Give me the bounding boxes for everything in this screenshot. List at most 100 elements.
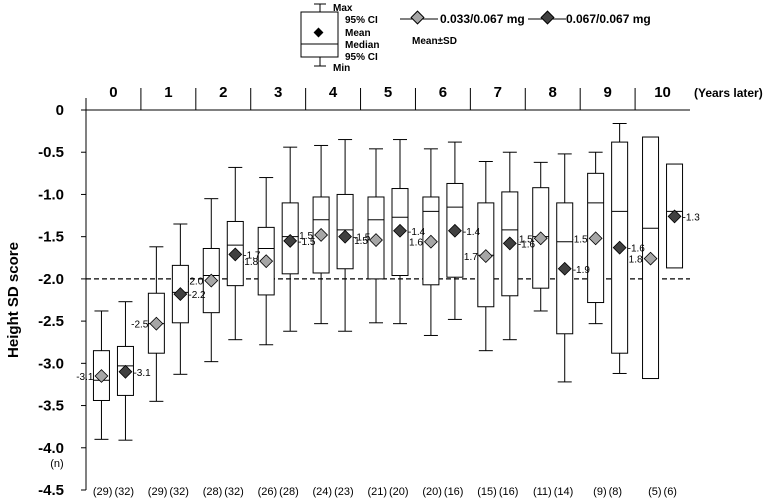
mean-marker <box>228 247 243 262</box>
mean-marker <box>259 254 274 269</box>
mean-marker <box>314 228 329 242</box>
mean-marker <box>612 240 627 255</box>
mean-value-label: -1.5 <box>353 233 371 244</box>
mean-value-label: -2.0 <box>186 277 204 288</box>
mean-marker <box>588 231 603 246</box>
x-tick-label: 7 <box>494 84 502 101</box>
y-tick-label: -3.5 <box>38 398 64 415</box>
mean-marker <box>533 231 548 246</box>
x-tick-label: 5 <box>384 84 392 101</box>
mean-value-label: -1.8 <box>625 255 643 266</box>
legend-marker-series-a <box>410 10 425 25</box>
y-tick-label: -1.5 <box>38 229 64 246</box>
n-label-series-a: (29) <box>148 486 168 498</box>
mean-value-label: -1.5 <box>296 231 314 242</box>
mean-value-label: -3.1 <box>76 372 94 383</box>
mean-value-label: -1.5 <box>351 236 369 247</box>
n-label-series-a: (15) <box>477 486 497 498</box>
n-label-series-b: (32) <box>224 486 244 498</box>
mean-marker <box>502 236 517 251</box>
n-label-series-b: (16) <box>444 486 464 498</box>
x-tick-label: 3 <box>274 84 282 101</box>
mean-marker <box>447 223 462 238</box>
n-label-series-a: (20) <box>422 486 442 498</box>
x-tick-label: 0 <box>109 84 117 101</box>
series-a: -3.1-2.5-2.0-1.8-1.5 -1.5 -1.6-1.7-1.5 -1.5… <box>76 136 660 440</box>
n-label-series-a: (5) <box>648 486 661 498</box>
mean-marker <box>173 287 188 302</box>
mean-marker <box>423 234 438 249</box>
x-unit-label: (Years later) <box>694 86 763 100</box>
mean-marker <box>338 229 353 244</box>
mean-value-label: -2.2 <box>188 290 206 301</box>
legend-label-series-b: 0.067/0.067 mg <box>566 12 651 26</box>
n-label-series-a: (21) <box>367 486 387 498</box>
legend-key-median-label: Median <box>345 40 379 51</box>
mean-marker <box>118 364 133 379</box>
x-tick-label: 10 <box>654 84 671 101</box>
n-label-series-a: (26) <box>258 486 278 498</box>
mean-marker <box>149 316 164 331</box>
x-tick-label: 6 <box>439 84 447 101</box>
mean-value-label: -1.4 <box>463 227 481 238</box>
mean-marker <box>204 273 219 288</box>
mean-value-label: -1.6 <box>628 244 646 255</box>
y-tick-label: 0 <box>56 102 64 119</box>
n-label-series-b: (20) <box>389 486 409 498</box>
y-tick-label: -4.0 <box>38 440 64 457</box>
mean-value-label: -1.5 <box>515 234 533 245</box>
x-tick-label: 1 <box>164 84 172 101</box>
legend-item-series-a: 0.033/0.067 mg <box>400 10 525 26</box>
y-tick-label: -3.0 <box>38 355 64 372</box>
mean-marker <box>557 261 572 276</box>
mean-marker <box>94 369 109 383</box>
mean-value-label: -1.6 <box>518 239 536 250</box>
n-label-series-b: (28) <box>279 486 299 498</box>
mean-value-label: -1.6 <box>406 238 424 249</box>
y-axis-title: Height SD score <box>5 242 22 358</box>
y-tick-label: -4.5 <box>38 482 64 499</box>
n-labels: (29) (32) (29) (32) (28) (32) (26) (28) (24) (23)… <box>93 486 677 498</box>
series-b: -3.1-2.2-1.7-1.5 -1.5-1.4 -1.4-1.6-1.9-1.6… <box>116 123 701 441</box>
mean-marker <box>369 233 383 247</box>
n-label-series-b: (6) <box>664 486 677 498</box>
mean-value-label: -1.5 <box>570 234 588 245</box>
n-label-series-a: (24) <box>313 486 333 498</box>
n-label-series-b: (16) <box>499 486 519 498</box>
n-label-series-a: (28) <box>203 486 223 498</box>
mean-value-label: -1.9 <box>573 265 591 276</box>
x-tick-label: 9 <box>603 84 611 101</box>
mean-marker <box>283 233 298 248</box>
n-label-series-b: (32) <box>169 486 189 498</box>
mean-value-label: -1.5 <box>298 237 316 248</box>
mean-marker <box>667 209 682 224</box>
n-label-series-a: (29) <box>93 486 113 498</box>
n-label-series-a: (9) <box>593 486 606 498</box>
mean-value-label: -3.1 <box>133 368 151 379</box>
n-label-series-b: (14) <box>554 486 574 498</box>
mean-marker <box>478 249 493 264</box>
y-tick-label: -0.5 <box>38 144 64 161</box>
series: -3.1-2.5-2.0-1.8-1.5 -1.5 -1.6-1.7-1.5 -1.5… <box>76 123 701 441</box>
y-tick-label: -1.0 <box>38 186 64 203</box>
x-tick-label: 4 <box>329 84 338 101</box>
legend-key: Max 95% CI Mean Median 95% CI Min <box>300 3 379 74</box>
x-tick-label: 2 <box>219 84 227 101</box>
x-tick-label: 8 <box>549 84 557 101</box>
mean-value-label: -1.7 <box>243 250 261 261</box>
legend-item-series-b: 0.067/0.067 mg <box>528 10 651 26</box>
legend-key-max-label: Max <box>333 3 353 14</box>
n-header-label: (n) <box>50 458 63 470</box>
mean-value-label: -1.7 <box>461 252 479 263</box>
y-tick-label: -2.0 <box>38 271 64 288</box>
legend-key-min-label: Min <box>333 63 350 74</box>
legend-key-ci-lower-label: 95% CI <box>345 52 378 63</box>
mean-value-label: -2.5 <box>131 320 149 331</box>
y-axis: 0 -0.5 -1.0 -1.5 -2.0 -2.5 -3.0 -3.5 -4.0 -4.5 <box>38 102 86 499</box>
mean-value-label: -1.3 <box>683 212 701 223</box>
x-axis-labels: 0 1 2 3 4 5 6 7 8 9 10 <box>109 84 671 101</box>
n-label-series-b: (32) <box>114 486 134 498</box>
n-label-series-b: (8) <box>609 486 622 498</box>
legend: Max 95% CI Mean Median 95% CI Min 0.033/… <box>300 3 651 74</box>
